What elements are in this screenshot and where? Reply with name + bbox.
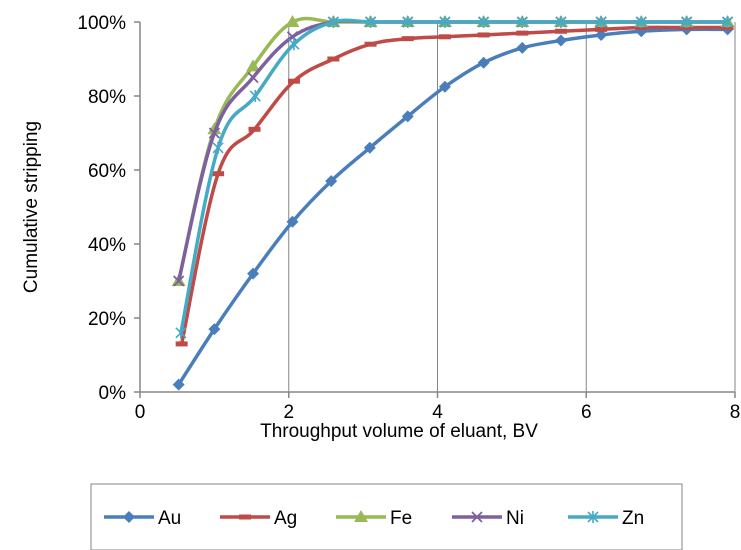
- plot-area: [134, 15, 736, 398]
- series-line-ag: [179, 25, 730, 346]
- legend-label: Au: [158, 508, 181, 529]
- data-point-diamond: [363, 141, 376, 154]
- legend-label: Fe: [390, 508, 412, 529]
- data-point-diamond: [438, 80, 451, 93]
- data-point-asterisk: [635, 16, 647, 28]
- x-tick-label: 4: [432, 402, 443, 423]
- data-point-diamond: [516, 41, 529, 54]
- data-point-asterisk: [478, 16, 490, 28]
- data-point-dash: [554, 28, 567, 34]
- series-line-fe: [176, 16, 730, 283]
- data-point-asterisk: [587, 511, 599, 523]
- data-point-dash: [175, 341, 188, 347]
- data-point-dash: [401, 36, 414, 42]
- data-point-asterisk: [249, 90, 261, 102]
- y-tick-label: 0%: [99, 383, 127, 404]
- y-axis-title: Cumulative stripping: [21, 121, 42, 293]
- series-line-ni: [176, 19, 730, 283]
- series-ag: [175, 25, 734, 347]
- data-point-asterisk: [288, 38, 300, 51]
- data-point-dash: [477, 32, 490, 38]
- x-axis-title: Throughput volume of eluant, BV: [260, 421, 538, 442]
- data-point-dash: [364, 41, 377, 47]
- y-tick-label: 60%: [88, 161, 126, 182]
- legend-item-ni: Ni: [452, 508, 524, 529]
- data-point-diamond: [172, 378, 185, 391]
- series-zn: [175, 16, 734, 339]
- y-tick-label: 80%: [88, 87, 126, 108]
- data-point-asterisk: [681, 16, 693, 28]
- data-point-triangle: [246, 59, 261, 72]
- legend-item-fe: Fe: [336, 508, 412, 529]
- data-point-diamond: [208, 323, 221, 336]
- data-point-dash: [287, 78, 300, 84]
- series-fe: [171, 15, 735, 286]
- legend-label: Zn: [622, 508, 644, 529]
- data-point-x: [247, 71, 259, 84]
- data-point-dash: [239, 514, 251, 520]
- data-point-dash: [516, 30, 529, 36]
- data-point-asterisk: [212, 141, 224, 154]
- data-point-dash: [212, 171, 225, 177]
- data-point-asterisk: [595, 16, 607, 28]
- data-point-dash: [438, 34, 451, 40]
- data-point-asterisk: [555, 16, 567, 28]
- data-point-asterisk: [402, 16, 414, 28]
- x-tick-label: 6: [581, 402, 592, 423]
- data-point-triangle: [285, 15, 300, 27]
- legend-label: Ni: [506, 508, 524, 529]
- legend-items: Au Ag Fe Ni Zn: [104, 508, 644, 529]
- data-point-asterisk: [721, 16, 734, 28]
- data-point-asterisk: [439, 16, 451, 28]
- data-point-dash: [248, 126, 261, 132]
- data-point-diamond: [247, 267, 260, 280]
- legend-item-zn: Zn: [568, 508, 644, 529]
- series-line-au: [176, 27, 730, 387]
- data-point-dash: [595, 26, 608, 32]
- data-point-asterisk: [364, 16, 377, 28]
- tick-labels: 0 2 4 6 80%20%40%60%80%100%: [77, 13, 740, 423]
- y-tick-label: 40%: [88, 235, 126, 256]
- legend-label: Ag: [274, 508, 297, 529]
- legend-item-ag: Ag: [220, 508, 297, 529]
- data-point-diamond: [325, 175, 338, 188]
- x-tick-label: 0: [135, 402, 146, 423]
- data-point-diamond: [286, 215, 299, 228]
- legend: Au Ag Fe Ni Zn: [90, 483, 683, 550]
- gridlines: [288, 22, 736, 392]
- data-point-x: [208, 127, 221, 139]
- data-point-diamond: [477, 56, 490, 69]
- legend-item-au: Au: [104, 508, 181, 529]
- data-point-diamond: [595, 28, 608, 41]
- data-point-x: [471, 511, 483, 523]
- data-point-diamond: [401, 110, 414, 123]
- data-point-diamond: [123, 511, 135, 523]
- data-point-asterisk: [175, 326, 187, 339]
- data-point-asterisk: [516, 16, 528, 28]
- x-tick-label: 2: [283, 402, 294, 423]
- y-tick-label: 100%: [77, 13, 126, 34]
- series-au: [172, 23, 734, 391]
- axis-ticks: [134, 21, 736, 398]
- data-point-dash: [327, 56, 340, 62]
- x-tick-label: 8: [730, 402, 741, 423]
- data-point-triangle: [354, 510, 368, 522]
- series-layer: [171, 15, 735, 391]
- data-point-asterisk: [327, 16, 339, 28]
- series-line-zn: [179, 18, 730, 335]
- data-point-diamond: [554, 34, 567, 47]
- y-tick-label: 20%: [88, 309, 126, 330]
- data-point-x: [173, 275, 185, 287]
